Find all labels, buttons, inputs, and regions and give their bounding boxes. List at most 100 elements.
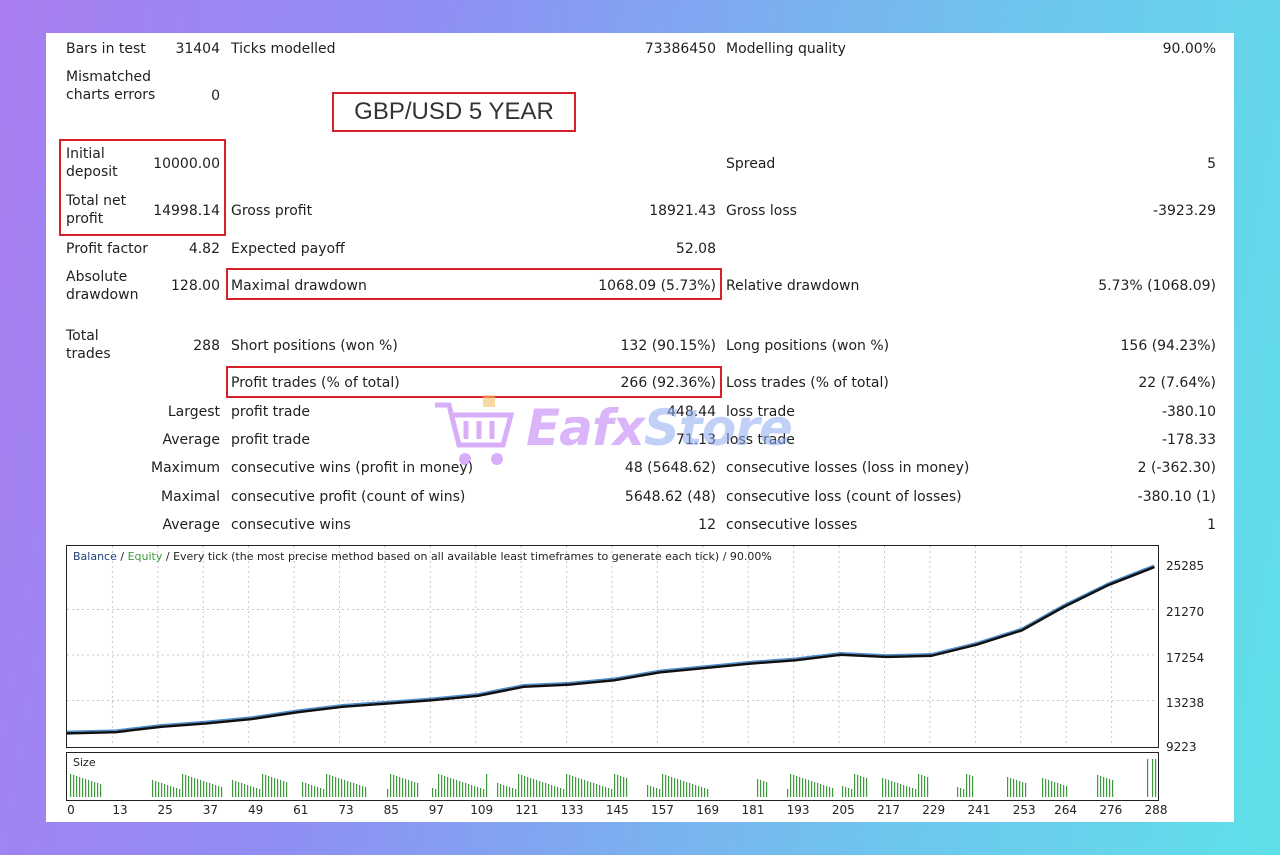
size-bar [280, 780, 282, 797]
y-tick-label: 21270 [1166, 605, 1205, 619]
size-bar [677, 779, 679, 797]
size-bar [1057, 783, 1059, 797]
size-bar [614, 774, 616, 797]
size-bar [832, 788, 834, 797]
size-bar [599, 785, 601, 797]
balance-point [930, 655, 933, 657]
size-bar [302, 782, 304, 797]
size-bar [793, 775, 795, 797]
size-bar [548, 784, 550, 797]
size-bar [176, 788, 178, 797]
balance-line [67, 566, 1155, 735]
maximal-drawdown-label: Maximal drawdown [231, 278, 367, 294]
legend-description: / Every tick (the most precise method ba… [162, 550, 772, 563]
size-bar [653, 787, 655, 797]
size-bar [241, 783, 243, 797]
size-bar [851, 789, 853, 797]
x-tick-label: 49 [247, 803, 264, 817]
size-bar [250, 786, 252, 797]
size-bar [668, 776, 670, 797]
size-bar [262, 774, 264, 797]
size-bar [480, 788, 482, 797]
maximum-profit-value: 48 (5648.62) [624, 460, 716, 476]
balance-point [794, 659, 797, 662]
maximal-prefix: Maximal [161, 489, 220, 505]
mismatched-label: Mismatched charts errors [66, 69, 156, 103]
size-bar [569, 775, 571, 797]
size-bar [704, 788, 706, 797]
balance-point [387, 702, 389, 705]
size-bar [314, 786, 316, 797]
size-bar [462, 782, 464, 797]
size-bar [247, 785, 249, 797]
size-bar [857, 775, 859, 797]
size-bar [212, 784, 214, 797]
size-bar [960, 788, 962, 797]
size-bar [323, 789, 325, 797]
short-positions-label: Short positions (won %) [231, 338, 398, 354]
balance-point [658, 671, 661, 674]
relative-drawdown-value: 5.73% (1068.09) [1098, 278, 1216, 294]
size-bar [611, 789, 613, 797]
size-bar [167, 785, 169, 797]
x-tick-label: 217 [877, 803, 900, 817]
size-bar [1152, 759, 1154, 797]
long-positions-label: Long positions (won %) [726, 338, 890, 354]
maximum-loss-label: consecutive losses (loss in money) [726, 460, 970, 476]
size-bar [76, 776, 78, 797]
size-bar [650, 786, 652, 797]
size-bar [596, 784, 598, 797]
largest-prefix: Largest [167, 404, 220, 420]
size-bar [829, 787, 831, 797]
balance-point [432, 699, 434, 701]
balance-point [115, 731, 117, 733]
title-box: GBP/USD 5 YEAR [332, 92, 576, 132]
report-panel: Bars in test 31404 Ticks modelled 733864… [46, 33, 1234, 822]
average-loss-value: -178.33 [1161, 432, 1216, 448]
x-tick-label: 13 [112, 803, 128, 817]
x-tick-label: 85 [383, 803, 399, 817]
y-tick-label: 17254 [1166, 651, 1205, 665]
size-bar [787, 789, 789, 797]
total-net-profit-label: Total net profit [66, 193, 127, 227]
size-bar [820, 784, 822, 797]
largest-profit-value: 448.44 [667, 404, 716, 420]
size-bar [509, 787, 511, 797]
size-bar [341, 779, 343, 797]
size-bar [456, 780, 458, 797]
profit-trades-label: Profit trades (% of total) [231, 375, 400, 391]
size-bar [188, 776, 190, 797]
x-tick-label: 264 [1054, 803, 1078, 817]
balance-point [160, 725, 163, 728]
size-bar [350, 782, 352, 797]
size-bar [253, 787, 255, 797]
size-bar [581, 779, 583, 797]
ticks-modelled-value: 73386450 [644, 41, 716, 57]
largest-loss-label: loss trade [726, 404, 795, 420]
absolute-drawdown-value: 128.00 [171, 278, 220, 294]
average-profit-label: profit trade [231, 432, 310, 448]
size-bar [659, 789, 661, 797]
size-bar [623, 777, 625, 797]
size-bar [274, 778, 276, 797]
equity-line [67, 564, 1155, 733]
size-bar [808, 780, 810, 797]
size-bar [842, 786, 844, 797]
size-bar [79, 777, 81, 797]
balance-point [749, 662, 751, 665]
size-bar [909, 787, 911, 797]
size-bar [897, 783, 899, 797]
size-bar [244, 784, 246, 797]
size-bar [359, 785, 361, 797]
size-bar [387, 789, 389, 797]
legend-equity: Equity [127, 550, 163, 563]
size-bar [1147, 759, 1149, 797]
size-bar [477, 787, 479, 797]
maximal-drawdown-value: 1068.09 (5.73%) [598, 278, 716, 294]
size-bar [432, 788, 434, 797]
x-tick-label: 169 [696, 803, 720, 817]
size-bar [97, 783, 99, 797]
size-bar [1019, 781, 1021, 797]
size-bar [1109, 779, 1111, 797]
size-bar [647, 785, 649, 797]
